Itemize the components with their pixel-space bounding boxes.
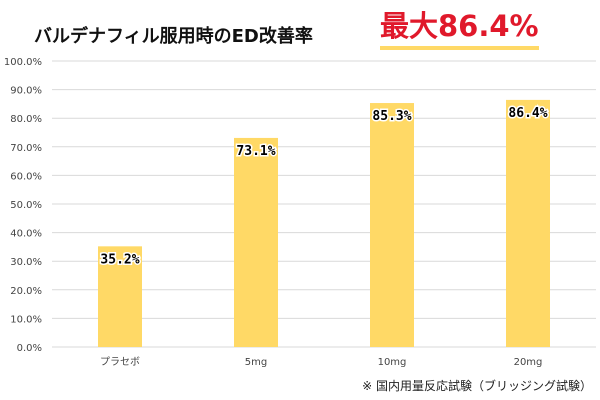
bar-value-label: 85.3% xyxy=(372,109,411,124)
chart-title: バルデナフィル服用時のED改善率 xyxy=(34,26,313,47)
y-tick-label: 90.0% xyxy=(10,86,42,97)
x-category-label: 5mg xyxy=(245,357,267,368)
bar xyxy=(506,99,550,347)
y-tick-label: 30.0% xyxy=(10,257,42,268)
y-tick-label: 50.0% xyxy=(10,200,42,211)
bar-value-label: 35.2% xyxy=(100,252,139,267)
y-tick-label: 0.0% xyxy=(17,343,42,354)
bar xyxy=(234,137,278,347)
y-tick-label: 80.0% xyxy=(10,114,42,125)
y-tick-label: 70.0% xyxy=(10,143,42,154)
y-tick-label: 60.0% xyxy=(10,171,42,182)
y-tick-label: 100.0% xyxy=(4,57,42,68)
footnote: ※ 国内用量反応試験（ブリッジング試験） xyxy=(362,379,592,393)
bar-value-label: 73.1% xyxy=(236,144,275,159)
y-tick-label: 20.0% xyxy=(10,286,42,297)
chart-title-highlight: 最大86.4% xyxy=(380,8,539,50)
x-category-label: プラセボ xyxy=(100,356,140,368)
bar xyxy=(98,246,142,347)
x-category-label: 20mg xyxy=(514,357,543,368)
y-tick-label: 10.0% xyxy=(10,314,42,325)
bar xyxy=(370,103,414,348)
bar-value-label: 86.4% xyxy=(508,106,547,121)
y-tick-label: 40.0% xyxy=(10,229,42,240)
x-category-label: 10mg xyxy=(378,357,407,368)
